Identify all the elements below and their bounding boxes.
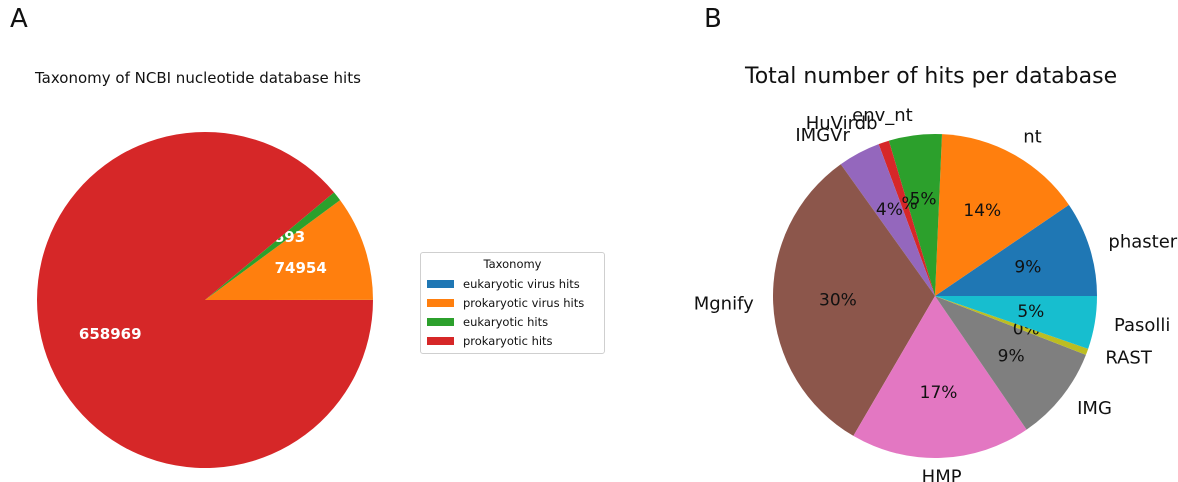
slice-value-label: 5% [910,190,937,210]
panel-letter-b: B [704,4,722,34]
legend-swatch [427,279,454,288]
slice-value-label: 658969 [79,325,142,343]
pie-slice-env-nt [888,133,942,296]
legend-swatch [427,336,454,345]
slice-name-label: RAST [1105,348,1153,369]
pie-slice-eukaryotic-hits [205,192,341,300]
panel-letter-a: A [10,4,28,34]
slice-value-label: 9% [998,346,1025,366]
legend-item-prokaryotic-virus: prokaryotic virus hits [421,293,604,312]
pie-slice-img [935,296,1086,430]
pie-slice-imgvr [840,144,935,296]
pie-slice-prokaryotic-hits [37,132,374,468]
legend-label: prokaryotic hits [463,333,553,348]
slice-name-label: phaster [1108,232,1177,253]
chart-title-b: Total number of hits per database [745,64,1118,89]
slice-value-label: 17% [920,383,958,403]
slice-value-label: 9% [1014,257,1041,277]
legend-label: eukaryotic hits [463,314,549,329]
legend-swatch [427,317,454,326]
slice-name-label: HuVirdb [806,113,878,134]
pie-slice-prokaryotic-virus-hits [205,200,373,300]
chart-title-a: Taxonomy of NCBI nucleotide database hit… [35,69,361,87]
slice-name-label: Pasolli [1114,315,1170,336]
slice-name-label: IMGVr [795,125,850,146]
legend-label: eukaryotic virus hits [463,276,580,291]
pie-slice-pasolli [935,296,1097,349]
legend-swatch [427,298,454,307]
legend-label: prokaryotic virus hits [463,295,585,310]
slice-value-label: 4% [876,200,903,220]
pie-slice-huvirdb [878,140,935,296]
slice-name-label: env_nt [852,105,913,126]
slice-name-label: Mgnify [694,293,754,314]
slice-name-label: nt [1023,126,1041,147]
legend-title: Taxonomy [483,257,542,271]
slice-value-label: 30% [819,291,857,311]
slice-value-label: 14% [963,201,1001,221]
slice-value-label: 74954 [275,259,327,277]
pie-slice-hmp [853,296,1027,458]
slice-name-label: HMP [922,466,962,482]
taxonomy-legend: Taxonomy eukaryotic virus hits prokaryot… [420,252,605,354]
slice-value-label: 5% [1017,302,1044,322]
pie-slice-rast [935,296,1089,355]
legend-item-eukaryotic: eukaryotic hits [421,312,604,331]
taxonomy-pie-chart: 106749546893658969 [37,132,374,468]
pie-slice-nt [935,134,1069,296]
legend-item-eukaryotic-virus: eukaryotic virus hits [421,274,604,293]
slice-name-label: IMG [1077,398,1112,419]
pie-slice-phaster [935,204,1097,296]
pie-slice-mgnify [773,164,935,436]
legend-item-prokaryotic: prokaryotic hits [421,331,604,350]
